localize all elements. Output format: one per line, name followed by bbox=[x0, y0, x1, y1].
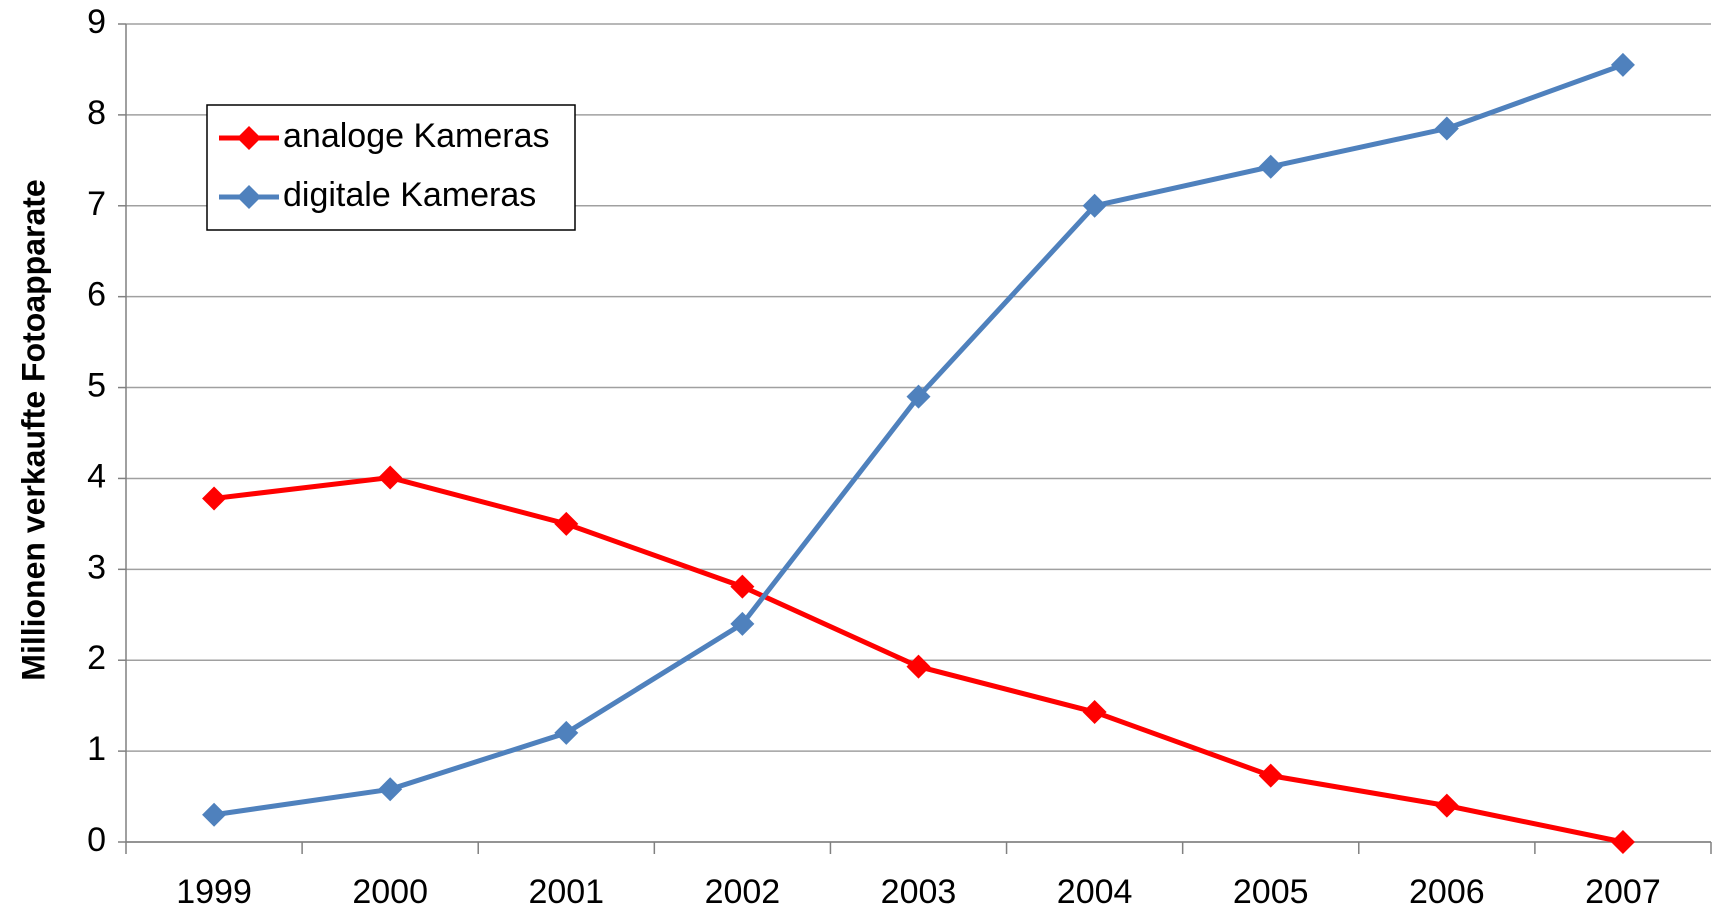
marker bbox=[906, 654, 931, 679]
x-tick-label: 2005 bbox=[1233, 873, 1309, 908]
y-tick-label: 8 bbox=[87, 94, 106, 132]
marker bbox=[1610, 830, 1635, 854]
x-tick-label: 2001 bbox=[528, 873, 604, 908]
x-tick-label: 2004 bbox=[1057, 873, 1133, 908]
y-tick-label: 1 bbox=[87, 730, 106, 768]
legend-marker bbox=[237, 185, 261, 209]
marker bbox=[554, 511, 579, 536]
marker bbox=[730, 574, 755, 599]
y-tick-label: 7 bbox=[87, 185, 106, 223]
marker bbox=[554, 720, 579, 745]
y-tick-label: 4 bbox=[87, 457, 106, 495]
marker bbox=[1082, 193, 1107, 218]
marker bbox=[730, 611, 755, 636]
marker bbox=[1082, 700, 1107, 725]
y-tick-label: 3 bbox=[87, 548, 106, 586]
x-tick-label: 1999 bbox=[176, 873, 252, 908]
marker bbox=[1434, 793, 1459, 818]
y-tick-label: 2 bbox=[87, 639, 106, 677]
marker bbox=[202, 486, 227, 511]
marker bbox=[202, 802, 227, 827]
x-tick-label: 2000 bbox=[352, 873, 428, 908]
x-tick-label: 2003 bbox=[881, 873, 957, 908]
y-tick-label: 9 bbox=[87, 3, 106, 41]
legend-label: digitale Kameras bbox=[283, 176, 536, 214]
legend-box bbox=[206, 104, 576, 231]
y-tick-label: 0 bbox=[87, 821, 106, 859]
y-tick-label: 6 bbox=[87, 276, 106, 314]
marker bbox=[1258, 763, 1283, 788]
marker bbox=[378, 465, 403, 490]
marker bbox=[906, 384, 931, 409]
marker bbox=[1434, 116, 1459, 141]
x-tick-label: 2002 bbox=[705, 873, 781, 908]
x-tick-label: 2006 bbox=[1409, 873, 1485, 908]
x-tick-label: 2007 bbox=[1585, 873, 1661, 908]
marker bbox=[1258, 154, 1283, 179]
y-axis-label: Millionen verkaufte Fotoapparate bbox=[15, 179, 51, 680]
y-tick-label: 5 bbox=[87, 367, 106, 405]
legend-label: analoge Kameras bbox=[283, 117, 550, 155]
legend-marker bbox=[237, 126, 261, 150]
marker bbox=[1610, 52, 1635, 77]
marker bbox=[378, 777, 403, 802]
